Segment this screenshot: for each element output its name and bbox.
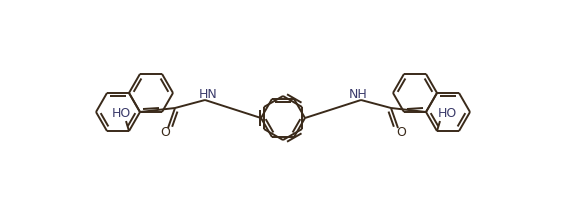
Text: O: O [160, 127, 170, 140]
Text: HN: HN [199, 88, 217, 101]
Text: HO: HO [112, 107, 131, 120]
Text: NH: NH [349, 88, 367, 101]
Text: O: O [396, 127, 406, 140]
Text: HO: HO [438, 107, 457, 120]
